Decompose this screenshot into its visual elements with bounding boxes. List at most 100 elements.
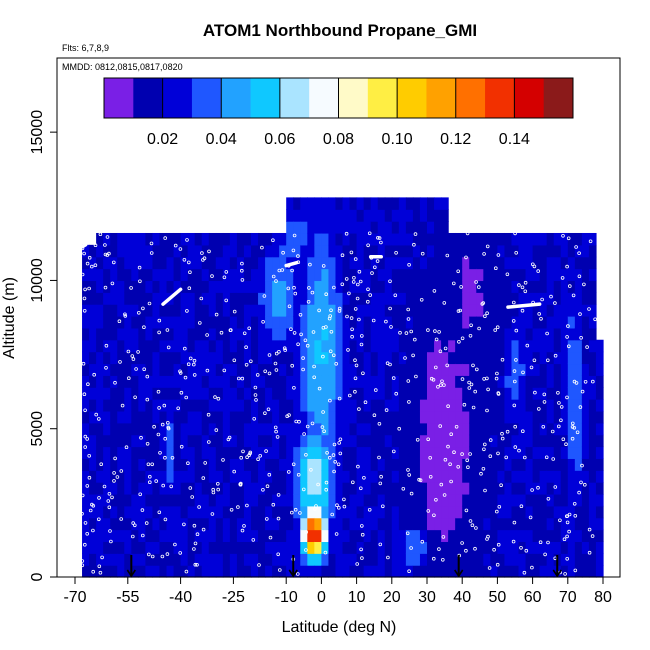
heatmap-cell <box>419 399 428 412</box>
sample-point <box>241 449 245 454</box>
heatmap-cell <box>328 316 337 329</box>
heatmap-cell <box>236 482 245 495</box>
sample-point <box>301 356 305 360</box>
sample-point <box>273 425 278 430</box>
heatmap-cell <box>222 399 231 412</box>
heatmap-cell <box>427 351 435 365</box>
heatmap-cell <box>434 387 442 400</box>
heatmap-cell <box>356 351 365 365</box>
sample-point <box>104 365 108 370</box>
sample-point <box>566 324 570 328</box>
heatmap-cell <box>405 316 414 329</box>
sample-point <box>283 348 288 352</box>
heatmap-cell <box>187 505 196 519</box>
heatmap-cell <box>412 399 421 412</box>
heatmap-cell <box>391 505 400 519</box>
heatmap-cell <box>300 304 308 317</box>
heatmap-cell <box>180 399 189 412</box>
heatmap-cell <box>229 493 238 507</box>
heatmap-cell <box>511 375 520 388</box>
heatmap-cell <box>229 553 238 566</box>
heatmap-cell <box>490 541 498 554</box>
heatmap-cell <box>82 458 90 471</box>
sample-point <box>511 539 516 544</box>
sample-point <box>561 234 565 238</box>
heatmap-cell <box>342 316 351 329</box>
heatmap-cell <box>110 529 118 543</box>
heatmap-cell <box>567 529 576 543</box>
heatmap-cell <box>180 339 189 353</box>
heatmap-cell <box>159 232 168 246</box>
sample-point <box>565 534 569 539</box>
heatmap-cell <box>124 529 132 543</box>
heatmap-cell <box>363 197 372 210</box>
sample-point <box>334 532 339 536</box>
sample-point <box>583 379 588 384</box>
heatmap-cell <box>427 493 435 507</box>
heatmap-cell <box>560 565 569 578</box>
heatmap-cell <box>412 304 421 317</box>
sample-point <box>401 486 406 491</box>
heatmap-cell <box>103 268 111 282</box>
heatmap-cell <box>243 244 252 258</box>
sample-point <box>149 251 154 255</box>
sample-point <box>224 298 229 303</box>
heatmap-cell <box>349 422 358 436</box>
heatmap-cell <box>560 517 569 531</box>
heatmap-cell <box>215 529 224 543</box>
sample-point <box>451 281 456 286</box>
heatmap-cell <box>152 256 161 270</box>
heatmap-cell <box>152 327 161 341</box>
heatmap-cell <box>180 268 189 282</box>
heatmap-cell <box>258 482 266 495</box>
heatmap-cell <box>265 304 273 317</box>
heatmap-cell <box>469 541 477 554</box>
heatmap-cell <box>370 434 379 448</box>
heatmap-cell <box>356 304 365 317</box>
heatmap-cell <box>391 351 400 365</box>
heatmap-cell <box>588 292 597 305</box>
heatmap-cell <box>251 363 259 376</box>
sample-point <box>460 377 465 381</box>
sample-point <box>415 437 420 442</box>
sample-point <box>130 354 135 358</box>
heatmap-cell <box>504 327 513 341</box>
sample-point <box>577 274 582 279</box>
heatmap-cell <box>243 280 252 293</box>
heatmap-cell <box>279 529 287 543</box>
sample-point <box>345 314 349 319</box>
heatmap-cell <box>251 446 259 459</box>
heatmap-cell <box>145 399 154 412</box>
heatmap-cell <box>532 458 541 471</box>
heatmap-cell <box>441 565 449 578</box>
sample-point <box>359 334 364 338</box>
heatmap-cell <box>405 221 414 234</box>
heatmap-cell <box>342 197 351 210</box>
sample-point <box>112 471 116 475</box>
heatmap-cell <box>265 375 273 388</box>
heatmap-cell <box>532 327 541 341</box>
heatmap-cell <box>236 399 245 412</box>
heatmap-cell <box>398 197 407 210</box>
heatmap-cell <box>293 410 301 424</box>
heatmap-cell <box>279 505 287 519</box>
heatmap-cell <box>405 268 414 282</box>
sample-point <box>413 232 418 236</box>
heatmap-cell <box>462 529 470 543</box>
heatmap-cell <box>546 339 555 353</box>
heatmap-cell <box>166 493 175 507</box>
heatmap-cell <box>391 339 400 353</box>
heatmap-cell <box>258 268 266 282</box>
heatmap-cell <box>363 304 372 317</box>
heatmap-cell <box>82 541 90 554</box>
heatmap-cell <box>518 268 527 282</box>
heatmap-cell <box>518 553 527 566</box>
heatmap-cell <box>384 517 393 531</box>
heatmap-cell <box>476 470 484 483</box>
heatmap-cell <box>194 470 203 483</box>
heatmap-cell <box>441 410 449 424</box>
heatmap-cell <box>546 304 555 317</box>
sample-point <box>473 546 477 551</box>
sample-point <box>485 311 489 316</box>
heatmap-cell <box>314 256 322 270</box>
